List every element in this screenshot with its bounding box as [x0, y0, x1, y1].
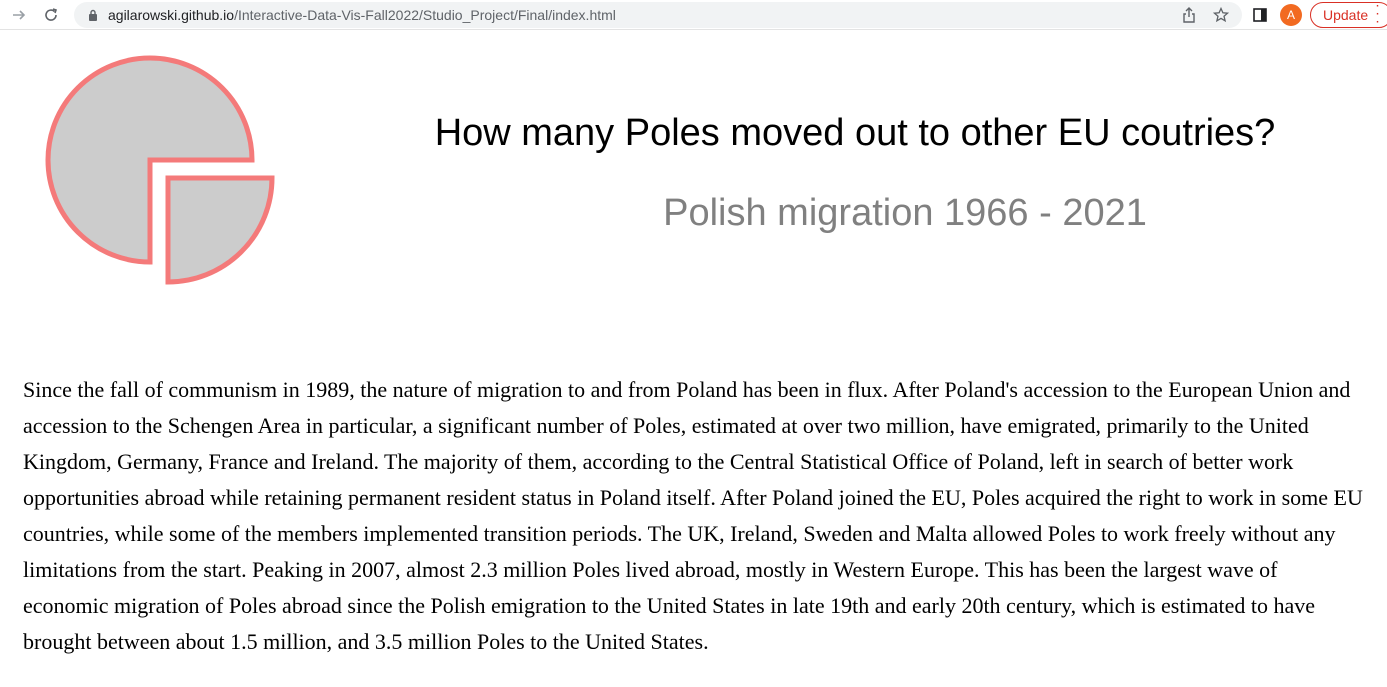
url-host: agilarowski.github.io [108, 7, 235, 23]
update-button[interactable]: Update · · · [1310, 2, 1387, 28]
page-subtitle: Polish migration 1966 - 2021 [663, 192, 1147, 234]
star-icon[interactable] [1212, 6, 1230, 24]
url-path: /Interactive-Data-Vis-Fall2022/Studio_Pr… [234, 7, 616, 23]
page-title: How many Poles moved out to other EU cou… [434, 112, 1276, 154]
share-icon[interactable] [1180, 6, 1198, 24]
side-panel-icon[interactable] [1250, 5, 1270, 25]
pie-chart-logo-icon [44, 52, 280, 286]
address-bar[interactable]: agilarowski.github.io/Interactive-Data-V… [74, 2, 1242, 28]
forward-arrow-icon[interactable] [8, 4, 30, 26]
profile-avatar[interactable]: A [1280, 4, 1302, 26]
reload-icon[interactable] [40, 4, 62, 26]
lock-icon[interactable] [86, 8, 100, 22]
more-icon: · · · [1376, 1, 1380, 28]
browser-toolbar: agilarowski.github.io/Interactive-Data-V… [0, 0, 1387, 30]
update-label: Update [1323, 7, 1369, 23]
intro-paragraph: Since the fall of communism in 1989, the… [23, 377, 1363, 654]
url-text[interactable]: agilarowski.github.io/Interactive-Data-V… [108, 7, 616, 23]
